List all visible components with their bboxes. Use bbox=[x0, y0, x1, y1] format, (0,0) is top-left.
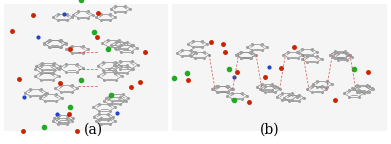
Text: (b): (b) bbox=[260, 123, 280, 137]
FancyBboxPatch shape bbox=[172, 4, 387, 131]
FancyBboxPatch shape bbox=[4, 4, 168, 131]
Text: (a): (a) bbox=[84, 123, 103, 137]
